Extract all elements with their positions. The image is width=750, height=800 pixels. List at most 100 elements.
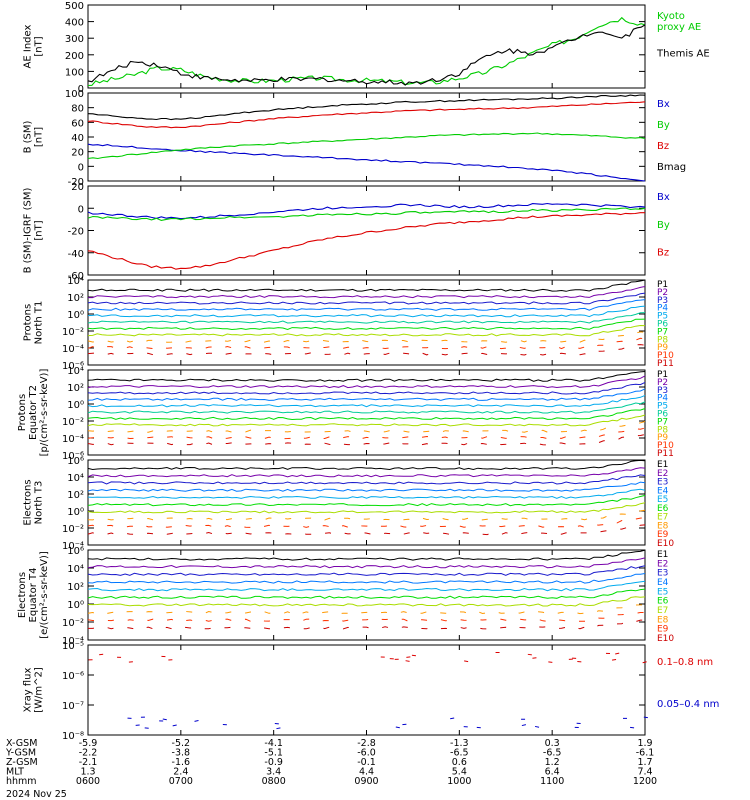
date-label: 2024 Nov 25 (6, 789, 67, 800)
legend-entry: P7 (657, 327, 668, 337)
axis-row-value: 0.3 (545, 738, 560, 749)
y-tick-label: 300 (65, 34, 84, 45)
legend-entry: By (657, 220, 670, 231)
flux-line-p11 (87, 434, 646, 446)
y-tick-label: 0 (78, 84, 84, 95)
axis-row-value: 1.2 (545, 757, 560, 768)
xray-mark (630, 726, 635, 729)
legend-entry: E2 (657, 469, 668, 479)
axis-row-value: -1.6 (172, 757, 191, 768)
legend-entry: Bx (657, 192, 670, 203)
flux-line-p8 (87, 414, 646, 427)
xray-mark (194, 720, 199, 722)
axis-row-value: 0600 (76, 776, 100, 787)
xray-mark (527, 653, 532, 656)
flux-line-p6 (87, 312, 646, 324)
xray-mark (405, 660, 410, 662)
legend-entry: Bmag (657, 162, 686, 173)
axis-row-value: 1.9 (637, 738, 652, 749)
xray-mark (521, 724, 526, 727)
axis-row-label: hhmm (6, 776, 37, 787)
axis-row-value: -6.0 (357, 748, 376, 759)
flux-line-p4 (87, 299, 646, 311)
axis-row-value: 0800 (262, 776, 286, 787)
y-axis-label: AE Index (23, 24, 34, 68)
xray-mark (464, 660, 469, 663)
axis-row-value: -6.1 (636, 748, 655, 759)
flux-line-p6 (87, 401, 646, 414)
axis-row-value: 0900 (354, 776, 378, 787)
y-tick-label: 20 (71, 182, 84, 193)
axis-row-label: Y-GSM (5, 748, 36, 759)
series-line-bx (87, 143, 646, 182)
legend-entry: E1 (657, 550, 668, 560)
legend-entry: P1 (657, 370, 668, 380)
y-tick-label: 10⁻⁴ (62, 541, 84, 552)
legend-entry: E8 (657, 521, 669, 531)
flux-line-p1 (87, 371, 646, 382)
y-tick-label: 10⁻⁶ (62, 361, 84, 372)
legend-entry: Kyoto (657, 11, 685, 22)
y-axis-label: B (SM)-IGRF (SM) (23, 188, 34, 274)
axis-row-value: -0.9 (264, 757, 283, 768)
legend-entry: P7 (657, 417, 668, 427)
y-tick-label: 10⁻⁵ (62, 641, 84, 652)
y-tick-label: 400 (65, 18, 84, 29)
axis-row-value: -5.1 (264, 748, 283, 759)
flux-line-p11 (87, 344, 646, 356)
y-tick-label: 10⁻⁸ (62, 731, 84, 742)
series-line-themis-ae (87, 24, 646, 86)
axis-row-value: 1.3 (80, 767, 95, 778)
flux-line-e2 (87, 557, 646, 569)
y-tick-label: 10⁻² (62, 524, 84, 535)
flux-line-p8 (87, 324, 646, 337)
flux-line-p5 (87, 305, 646, 318)
legend-entry: P11 (657, 449, 674, 459)
series-line-bmag (87, 94, 646, 121)
series-line-bz (87, 101, 646, 129)
y-axis-label: Xray flux (23, 668, 34, 713)
legend-entry: E5 (657, 587, 668, 597)
y-tick-label: 10⁴ (67, 366, 84, 377)
axis-row-value: 2.4 (173, 767, 188, 778)
xray-mark (534, 725, 540, 728)
axis-row-label: MLT (6, 767, 24, 778)
flux-line-e3 (87, 565, 646, 576)
legend-entry: E3 (657, 569, 668, 579)
legend-entry: E6 (657, 597, 669, 607)
y-tick-label: 20 (71, 148, 84, 159)
axis-row-value: -6.5 (450, 748, 469, 759)
axis-row-value: 0700 (169, 776, 193, 787)
flux-line-e8 (87, 509, 646, 521)
xray-mark (615, 652, 620, 655)
y-axis-label: B (SM) (23, 120, 34, 153)
legend-entry: E4 (657, 578, 669, 588)
flux-line-e10 (87, 524, 646, 536)
y-tick-label: 10² (67, 383, 84, 394)
xray-mark (611, 659, 617, 661)
legend-entry: E7 (657, 606, 668, 616)
flux-line-e1 (87, 549, 646, 561)
axis-row-value: 3.4 (266, 767, 281, 778)
legend-entry: E10 (657, 634, 674, 644)
y-tick-label: 10⁻⁴ (62, 344, 84, 355)
legend-entry: E9 (657, 530, 669, 540)
flux-line-e3 (87, 474, 646, 485)
legend-entry: P10 (657, 441, 674, 451)
y-tick-label: -40 (68, 249, 84, 260)
y-tick-label: 10⁶ (67, 546, 84, 557)
flux-line-e8 (87, 604, 646, 615)
panel-frame-ae (87, 4, 646, 89)
legend-entry: P3 (657, 296, 668, 306)
legend-entry: P4 (657, 304, 668, 314)
legend-entry: P6 (657, 410, 668, 420)
y-tick-label: 10⁰ (67, 310, 84, 321)
y-tick-label: 100 (65, 67, 84, 78)
y-tick-label: 0 (78, 204, 84, 215)
legend-entry: P2 (657, 288, 668, 298)
y-axis-label: Electrons (17, 572, 28, 618)
flux-line-e10 (88, 619, 646, 630)
y-tick-label: -20 (68, 177, 84, 188)
axis-row-value: -4.1 (264, 738, 283, 749)
